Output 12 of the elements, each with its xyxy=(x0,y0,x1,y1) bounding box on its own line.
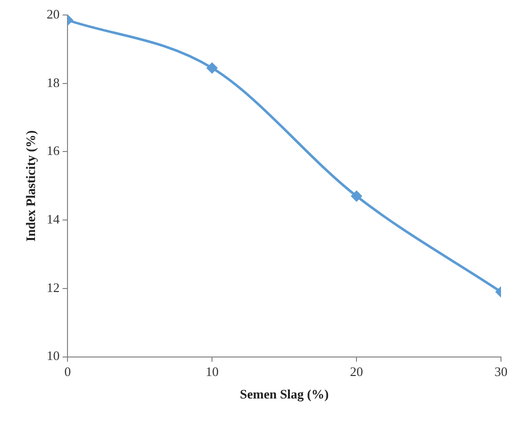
y-axis-title: Index Plasticity (%) xyxy=(23,130,38,242)
y-tick-label: 14 xyxy=(46,212,60,226)
x-tick-label: 10 xyxy=(206,364,219,380)
y-tick-label: 12 xyxy=(46,280,60,295)
x-tick-label: 20 xyxy=(350,364,364,380)
y-tick-label: 10 xyxy=(46,348,60,364)
y-tick-label: 18 xyxy=(46,74,60,90)
x-axis-title: Semen Slag (%) xyxy=(240,386,329,402)
y-tick-label: 20 xyxy=(46,6,60,22)
x-tick-label: 30 xyxy=(494,364,508,380)
x-tick-label: 0 xyxy=(64,364,71,380)
y-tick-label: 16 xyxy=(46,143,60,158)
